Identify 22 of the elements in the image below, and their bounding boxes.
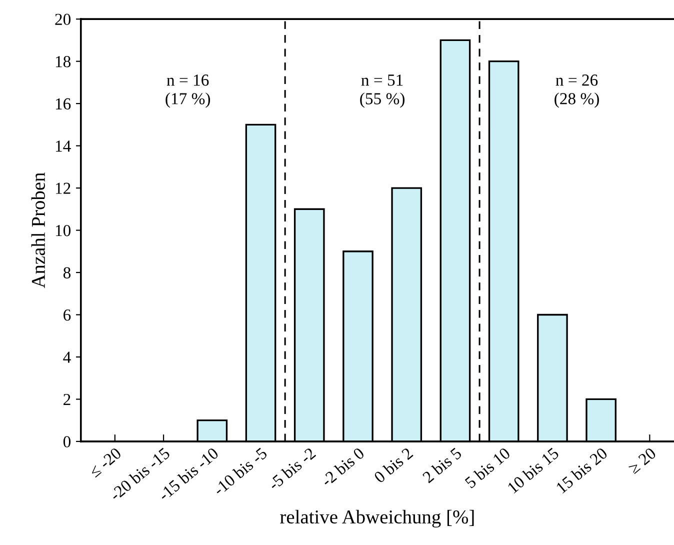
y-tick-label: 0	[63, 436, 71, 448]
y-tick-label: 2	[64, 394, 70, 405]
annotation: n = 26 (28 %)	[554, 74, 599, 108]
y-axis-title: Anzahl Proben	[31, 172, 45, 288]
y-tick-label: 20	[55, 14, 71, 26]
x-axis-title: relative Abweichung [%]	[280, 510, 474, 528]
x-tick-label: ≥ 20	[628, 447, 657, 474]
annotation: n = 16 (17 %)	[166, 74, 210, 108]
y-tick-label: 16	[56, 98, 71, 110]
x-tick-label: ≤ -20	[88, 447, 122, 478]
y-tick-label: 14	[56, 140, 71, 152]
y-tick-label: 8	[63, 267, 71, 278]
x-tick-label: -2 bis 0	[320, 446, 366, 488]
y-tick-label: 18	[56, 56, 71, 68]
x-tick-label: -5 bis -2	[267, 446, 316, 491]
x-tick-label: 2 bis 5	[422, 446, 462, 484]
y-tick-label: 12	[56, 182, 70, 194]
y-tick-label: 6	[64, 309, 71, 321]
annotation: n = 51 (55 %)	[360, 74, 404, 108]
x-tick-label: 0 bis 2	[373, 446, 414, 484]
y-tick-label: 4	[63, 352, 71, 363]
y-tick-label: 10	[56, 224, 71, 236]
